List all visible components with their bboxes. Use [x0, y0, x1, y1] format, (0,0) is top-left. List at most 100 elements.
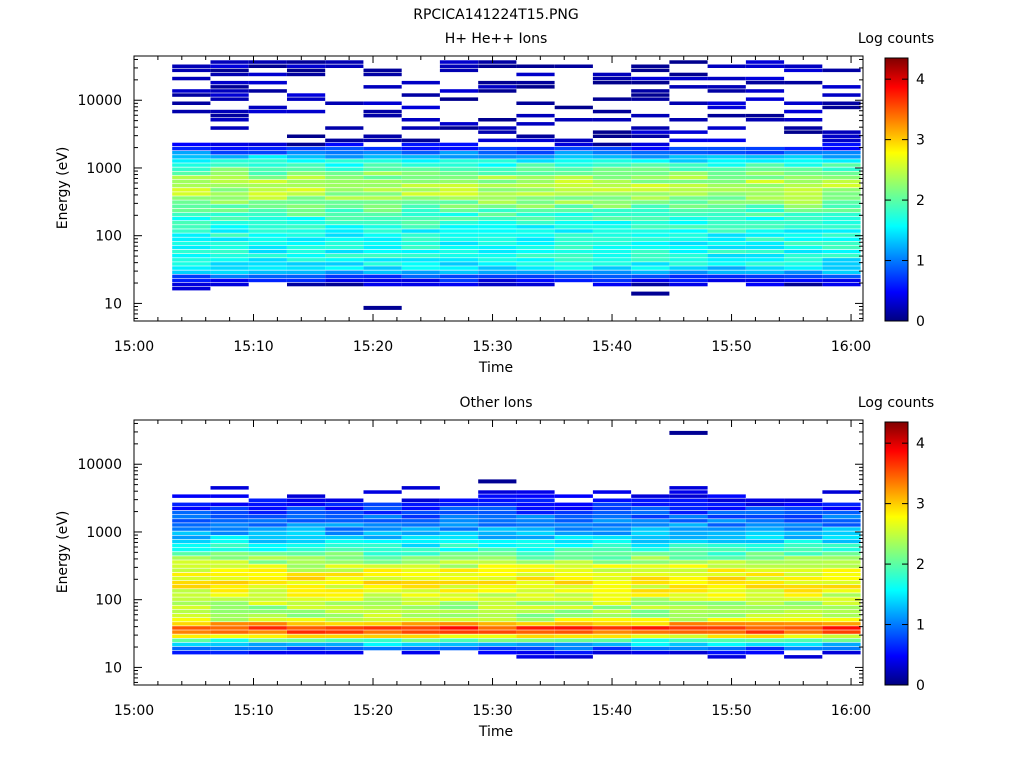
heatmap-cell — [516, 622, 555, 626]
heatmap-cell — [287, 93, 326, 97]
heatmap-cell — [516, 155, 555, 159]
heatmap-cell — [745, 258, 785, 262]
heatmap-cell — [707, 564, 746, 568]
heatmap-cell — [248, 589, 287, 593]
heatmap-cell — [172, 68, 211, 73]
heatmap-cell — [363, 225, 402, 229]
heatmap-cell — [248, 204, 287, 208]
heatmap-cell — [822, 245, 861, 250]
heatmap-cell — [363, 622, 402, 626]
heatmap-cell — [439, 580, 479, 585]
heatmap-cell — [669, 572, 708, 577]
heatmap-cell — [248, 576, 287, 581]
heatmap-cell — [439, 539, 479, 544]
panel-title: H+ He++ Ions — [445, 31, 548, 47]
heatmap-cell — [784, 163, 823, 167]
heatmap-cell — [707, 241, 746, 246]
heatmap-cell — [554, 618, 593, 622]
heatmap-cell — [631, 580, 670, 585]
heatmap-cell — [401, 650, 440, 655]
heatmap-cell — [822, 543, 861, 548]
heatmap-cell — [516, 613, 555, 618]
heatmap-cell — [669, 175, 708, 180]
heatmap-cell — [325, 64, 364, 68]
heatmap-cell — [631, 650, 670, 655]
heatmap-cell — [363, 576, 402, 581]
heatmap-cell — [325, 519, 364, 523]
heatmap-cell — [669, 216, 708, 221]
heatmap-cell — [325, 274, 364, 279]
heatmap-cell — [592, 196, 632, 200]
heatmap-cell — [631, 179, 670, 184]
heatmap-cell — [784, 175, 823, 180]
heatmap-cell — [325, 527, 364, 531]
heatmap-cell — [287, 266, 326, 270]
plot-area — [172, 430, 861, 659]
heatmap-cell — [669, 618, 708, 622]
heatmap-cell — [707, 655, 746, 659]
heatmap-cell — [210, 605, 249, 610]
y-axis-label: Energy (eV) — [55, 147, 71, 230]
heatmap-cell — [707, 225, 746, 229]
heatmap-cell — [516, 183, 555, 188]
heatmap-cell — [822, 576, 861, 581]
heatmap-cell — [248, 249, 287, 254]
heatmap-cell — [516, 580, 555, 585]
heatmap-cell — [745, 634, 785, 638]
heatmap-cell — [631, 510, 670, 515]
heatmap-cell — [707, 237, 746, 241]
heatmap-cell — [325, 564, 364, 568]
heatmap-cell — [707, 527, 746, 531]
heatmap-cell — [172, 274, 211, 279]
heatmap-cell — [592, 552, 632, 556]
x-tick-label: 15:40 — [592, 339, 632, 355]
heatmap-cell — [554, 572, 593, 577]
heatmap-cell — [478, 515, 517, 519]
heatmap-cell — [822, 68, 861, 73]
heatmap-cell — [669, 494, 708, 498]
heatmap-cell — [210, 543, 249, 548]
heatmap-cell — [707, 646, 746, 651]
heatmap-cell — [554, 188, 593, 192]
heatmap-cell — [287, 605, 326, 610]
heatmap-cell — [784, 266, 823, 270]
heatmap-cell — [363, 241, 402, 246]
heatmap-cell — [172, 212, 211, 217]
heatmap-cell — [516, 519, 555, 523]
heatmap-cell — [210, 126, 249, 130]
heatmap-cell — [439, 208, 479, 213]
heatmap-cell — [669, 212, 708, 217]
heatmap-cell — [287, 642, 326, 647]
heatmap-cell — [401, 241, 440, 246]
heatmap-cell — [287, 200, 326, 204]
heatmap-cell — [592, 225, 632, 229]
heatmap-cell — [822, 183, 861, 188]
heatmap-cell — [745, 523, 785, 527]
heatmap-cell — [287, 572, 326, 577]
heatmap-cell — [669, 270, 708, 274]
heatmap-cell — [401, 175, 440, 180]
heatmap-cell — [516, 192, 555, 196]
heatmap-cell — [592, 241, 632, 246]
heatmap-cell — [287, 580, 326, 585]
heatmap-cell — [631, 547, 670, 552]
heatmap-cell — [631, 585, 670, 589]
heatmap-cell — [325, 175, 364, 180]
heatmap-cell — [784, 208, 823, 213]
heatmap-cell — [592, 556, 632, 560]
heatmap-cell — [248, 519, 287, 523]
heatmap-cell — [822, 146, 861, 151]
heatmap-cell — [172, 634, 211, 638]
heatmap-cell — [210, 585, 249, 589]
heatmap-cell — [554, 564, 593, 568]
heatmap-cell — [631, 634, 670, 638]
heatmap-cell — [592, 212, 632, 217]
panel-h-he-ions: H+ He++ Ions Log counts Time Energy (eV)… — [55, 31, 934, 376]
heatmap-cell — [478, 118, 517, 122]
heatmap-cell — [401, 249, 440, 254]
heatmap-cell — [210, 229, 249, 233]
heatmap-cell — [592, 282, 632, 287]
heatmap-cell — [210, 618, 249, 622]
heatmap-cell — [592, 142, 632, 147]
heatmap-cell — [669, 245, 708, 250]
